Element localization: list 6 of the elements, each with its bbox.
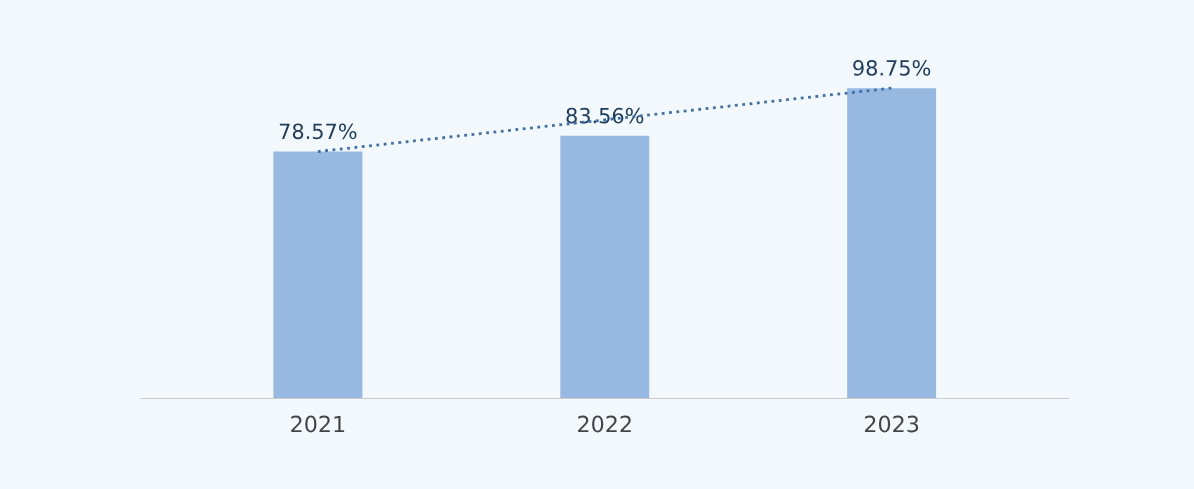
x-tick-label: 2022 (578, 415, 631, 433)
x-tick-label: 2023 (864, 415, 919, 433)
x-tick-label: 2021 (291, 415, 345, 433)
data-label: 83.56% (566, 107, 644, 124)
data-label: 78.57% (279, 123, 357, 140)
data-label: 98.75% (853, 60, 931, 76)
